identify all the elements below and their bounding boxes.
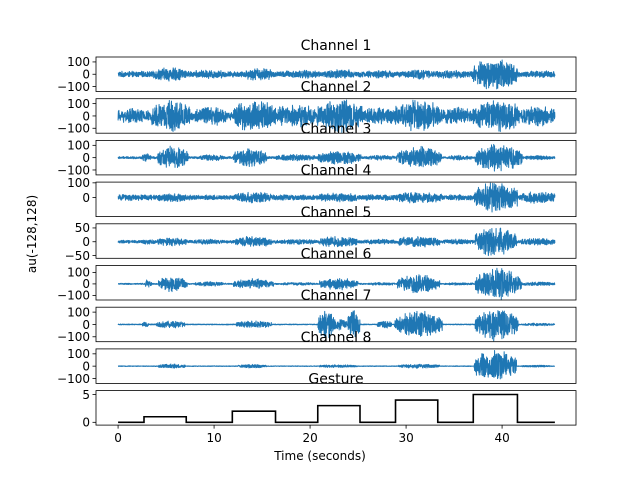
- y-tick-label: 100: [67, 305, 90, 319]
- y-tick-label: −100: [57, 372, 90, 386]
- y-tick-label: 0: [82, 109, 90, 123]
- y-tick-label: 100: [67, 55, 90, 69]
- channel-5-signal-line: [117, 227, 556, 257]
- channel-1-axes-frame: [95, 56, 577, 92]
- gesture-title: Gesture: [308, 372, 363, 388]
- y-tick-label: −100: [57, 163, 90, 177]
- channel-4-axes-frame: [95, 181, 577, 218]
- channel-8-signal-line: [117, 349, 556, 380]
- y-tick-label: 5: [82, 388, 90, 402]
- channel-3-signal-line: [117, 143, 556, 172]
- x-tick-label: 20: [302, 431, 317, 445]
- channel-3-title: Channel 3: [301, 121, 372, 137]
- y-tick-label: −50: [65, 249, 90, 263]
- x-tick-label: 10: [206, 431, 221, 445]
- y-tick-label: 100: [67, 176, 90, 190]
- y-axis-label: au(-128,128): [25, 195, 39, 273]
- y-tick-label: 0: [82, 359, 90, 373]
- y-tick-label: 0: [82, 318, 90, 332]
- channel-1-title: Channel 1: [301, 38, 372, 54]
- x-tick-label: 40: [494, 431, 509, 445]
- channel-4-title: Channel 4: [301, 163, 372, 179]
- y-tick-label: 0: [82, 277, 90, 291]
- channel-2-signal-line: [117, 99, 556, 134]
- channel-5-title: Channel 5: [301, 205, 372, 221]
- channel-6-axes-frame: [95, 265, 577, 301]
- channel-3-axes-frame: [95, 139, 577, 176]
- channel-7-title: Channel 7: [301, 288, 372, 304]
- channel-7-signal-line: [117, 310, 556, 342]
- channel-2-axes-frame: [95, 98, 577, 134]
- y-tick-label: 100: [67, 97, 90, 111]
- gesture-axes-frame: [95, 390, 577, 426]
- channel-8-axes-frame: [95, 348, 577, 384]
- x-tick-label: 0: [114, 431, 122, 445]
- y-tick-label: −100: [57, 122, 90, 136]
- y-tick-label: 0: [82, 151, 90, 165]
- x-tick-label: 30: [398, 431, 413, 445]
- y-tick-label: −100: [57, 330, 90, 344]
- y-tick-label: 0: [82, 68, 90, 82]
- gesture-step-line: [118, 393, 555, 424]
- y-tick-label: 50: [75, 221, 90, 235]
- y-tick-label: −100: [57, 80, 90, 94]
- y-tick-label: 0: [82, 235, 90, 249]
- channel-4-signal-line: [117, 182, 556, 213]
- channel-2-title: Channel 2: [301, 80, 372, 96]
- y-tick-label: 0: [82, 191, 90, 205]
- channel-1-signal-line: [117, 59, 556, 90]
- channel-6-title: Channel 6: [301, 247, 372, 263]
- y-tick-label: −100: [57, 289, 90, 303]
- channel-6-signal-line: [117, 267, 556, 301]
- y-tick-label: 0: [82, 416, 90, 430]
- x-axis-label: Time (seconds): [273, 449, 366, 463]
- channel-8-title: Channel 8: [301, 330, 372, 346]
- channel-7-axes-frame: [95, 306, 577, 343]
- channel-5-axes-frame: [95, 223, 577, 259]
- y-tick-label: 100: [67, 266, 90, 280]
- y-tick-label: 100: [67, 139, 90, 153]
- y-tick-label: 100: [67, 347, 90, 361]
